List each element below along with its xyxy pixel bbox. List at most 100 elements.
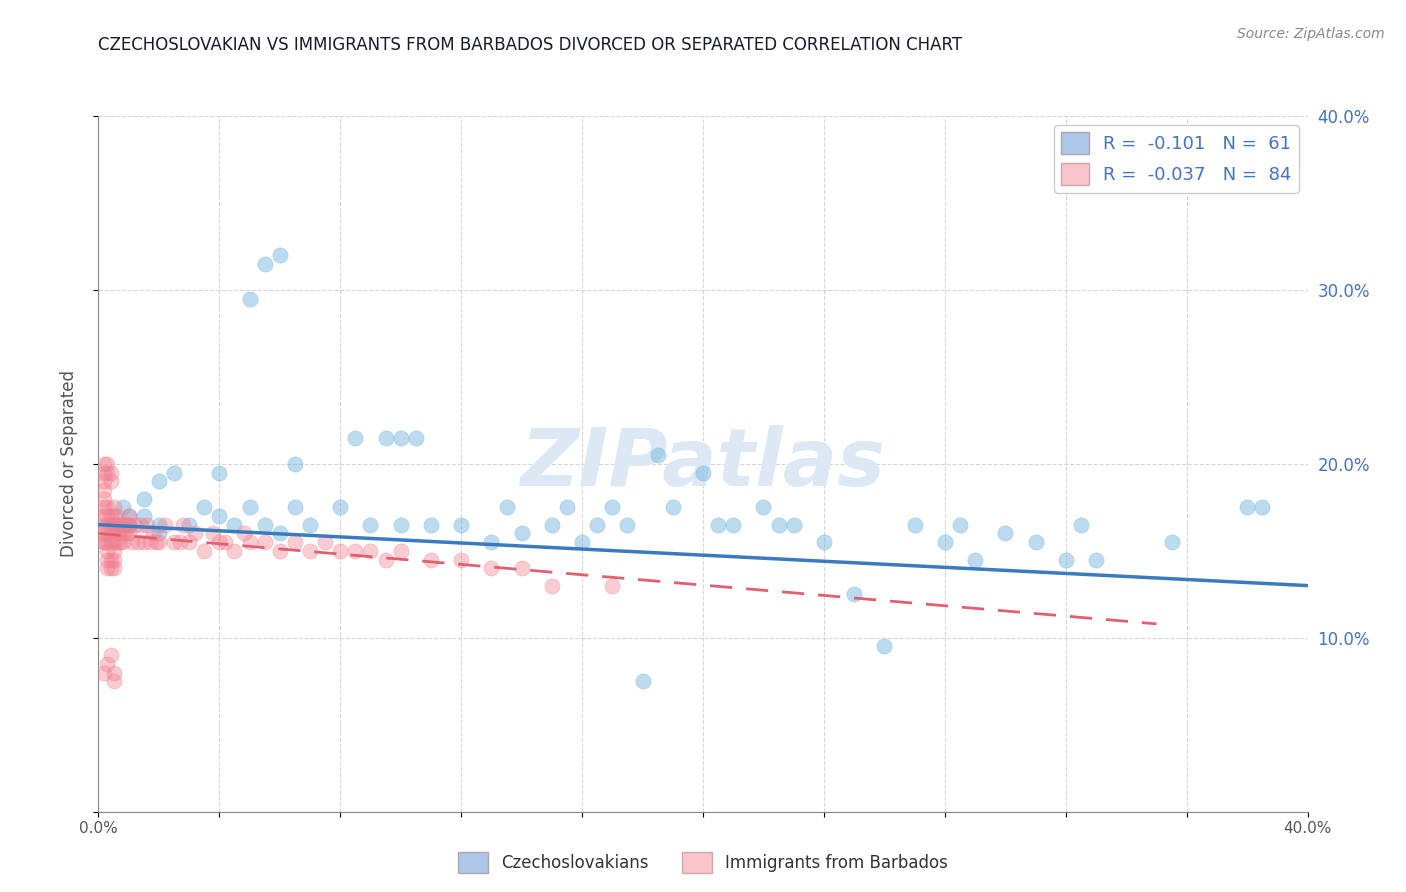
Point xyxy=(284,535,307,549)
Point xyxy=(707,517,730,532)
Point xyxy=(118,508,141,523)
Point xyxy=(389,431,412,445)
Point xyxy=(1251,500,1274,515)
Point xyxy=(103,665,125,680)
Point xyxy=(602,500,624,515)
Point xyxy=(965,552,987,566)
Point xyxy=(314,535,336,549)
Point xyxy=(163,466,186,480)
Point xyxy=(344,431,367,445)
Point xyxy=(93,665,115,680)
Point xyxy=(253,517,276,532)
Point xyxy=(284,500,307,515)
Legend: Czechoslovakians, Immigrants from Barbados: Czechoslovakians, Immigrants from Barbad… xyxy=(451,846,955,880)
Point xyxy=(179,535,201,549)
Point xyxy=(184,526,207,541)
Point xyxy=(405,431,427,445)
Point xyxy=(208,466,231,480)
Point xyxy=(934,535,956,549)
Point xyxy=(495,500,517,515)
Point xyxy=(723,517,745,532)
Legend: R =  -0.101   N =  61, R =  -0.037   N =  84: R = -0.101 N = 61, R = -0.037 N = 84 xyxy=(1054,125,1299,193)
Point xyxy=(118,517,141,532)
Point xyxy=(93,491,115,506)
Point xyxy=(93,466,115,480)
Point xyxy=(105,517,128,532)
Point xyxy=(1070,517,1092,532)
Point xyxy=(420,552,443,566)
Point xyxy=(100,517,122,532)
Point xyxy=(114,526,136,541)
Point xyxy=(239,292,262,306)
Point xyxy=(127,535,149,549)
Point xyxy=(481,561,503,575)
Point xyxy=(647,448,669,462)
Point xyxy=(103,535,125,549)
Point xyxy=(232,526,254,541)
Point xyxy=(179,517,201,532)
Point xyxy=(96,526,118,541)
Point xyxy=(329,500,352,515)
Point xyxy=(103,517,125,532)
Point xyxy=(93,508,115,523)
Point xyxy=(269,543,291,558)
Point xyxy=(103,517,125,532)
Point xyxy=(1160,535,1182,549)
Point xyxy=(103,508,125,523)
Point xyxy=(105,508,128,523)
Point xyxy=(284,457,307,471)
Point xyxy=(121,535,143,549)
Point xyxy=(93,526,115,541)
Point xyxy=(103,552,125,566)
Point xyxy=(586,517,609,532)
Point xyxy=(145,535,167,549)
Point xyxy=(132,491,155,506)
Point xyxy=(100,561,122,575)
Point xyxy=(329,543,352,558)
Point xyxy=(450,552,472,566)
Point xyxy=(389,517,412,532)
Point xyxy=(202,526,225,541)
Point xyxy=(93,500,115,515)
Point xyxy=(108,535,131,549)
Point xyxy=(692,466,714,480)
Point xyxy=(100,535,122,549)
Point xyxy=(374,431,396,445)
Point xyxy=(540,517,562,532)
Point xyxy=(214,535,236,549)
Point xyxy=(163,535,186,549)
Point xyxy=(239,535,262,549)
Point xyxy=(208,508,231,523)
Point xyxy=(616,517,638,532)
Point xyxy=(208,535,231,549)
Point xyxy=(224,517,246,532)
Point xyxy=(813,535,835,549)
Point xyxy=(118,526,141,541)
Point xyxy=(96,457,118,471)
Y-axis label: Divorced or Separated: Divorced or Separated xyxy=(59,370,77,558)
Point xyxy=(111,535,134,549)
Point xyxy=(93,483,115,497)
Point xyxy=(239,500,262,515)
Point xyxy=(111,526,134,541)
Point xyxy=(96,500,118,515)
Point xyxy=(1085,552,1108,566)
Point xyxy=(93,535,115,549)
Point xyxy=(142,526,165,541)
Point xyxy=(100,552,122,566)
Text: Source: ZipAtlas.com: Source: ZipAtlas.com xyxy=(1237,27,1385,41)
Point xyxy=(93,457,115,471)
Point xyxy=(132,535,155,549)
Point xyxy=(118,517,141,532)
Point xyxy=(510,526,533,541)
Point xyxy=(96,552,118,566)
Point xyxy=(949,517,972,532)
Point xyxy=(631,674,654,689)
Point xyxy=(148,535,170,549)
Point xyxy=(768,517,790,532)
Point xyxy=(571,535,593,549)
Point xyxy=(510,561,533,575)
Point xyxy=(93,474,115,488)
Point xyxy=(904,517,927,532)
Point xyxy=(752,500,775,515)
